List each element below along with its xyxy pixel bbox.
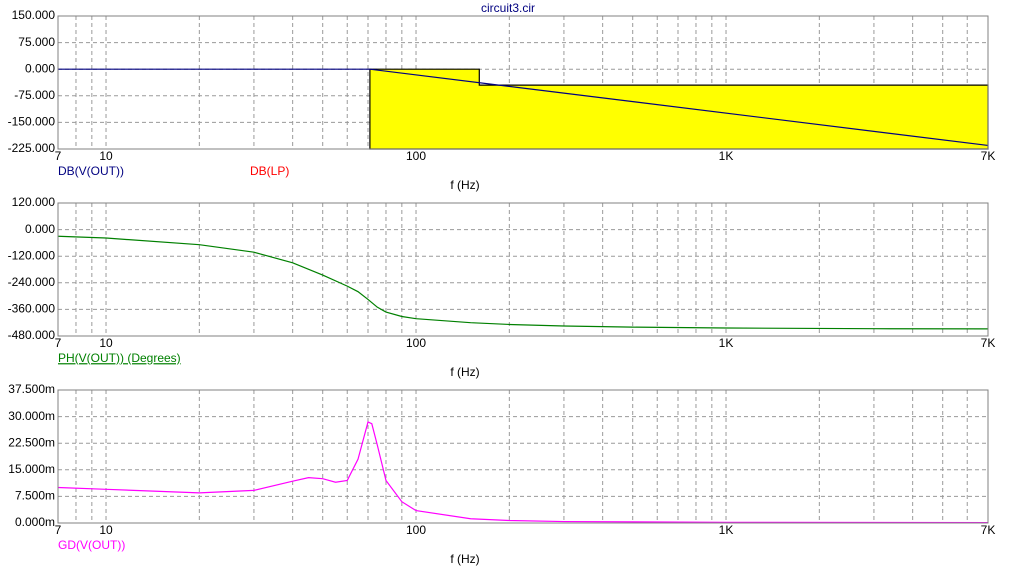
series-line [58,68,989,147]
chart-title: circuit3.cir [481,1,535,15]
x-axis-label: f (Hz) [450,365,479,379]
series-line [57,421,989,524]
x-tick-label: 7K [981,336,996,350]
y-tick-label: -240.000 [8,275,56,289]
x-tick-label: 10 [99,336,113,350]
x-tick-label: 1K [719,336,734,350]
y-tick-label: 0.000 [25,222,55,236]
y-tick-label: 120.000 [12,195,56,209]
y-tick-label: 37.500m [8,382,55,396]
y-tick-label: 22.500m [8,435,55,449]
x-axis-label: f (Hz) [450,178,479,192]
legend-entry: GD(V(OUT)) [58,538,125,552]
series-line [57,235,989,330]
y-tick-label: -120.000 [8,248,56,262]
x-tick-label: 7 [55,149,62,163]
x-tick-label: 10 [99,149,113,163]
y-tick-label: 7.500m [15,489,55,503]
y-tick-label: -360.000 [8,302,56,316]
plot-frame [57,15,989,150]
y-tick-label: 0.000 [25,61,55,75]
plot-frame [57,389,989,524]
x-tick-label: 7K [981,523,996,537]
y-tick-label: -225.000 [8,141,56,155]
x-tick-label: 1K [719,523,734,537]
x-tick-label: 1K [719,149,734,163]
y-tick-label: 30.000m [8,409,55,423]
x-tick-label: 100 [406,523,426,537]
y-tick-label: 150.000 [12,8,56,22]
plot-frame [57,202,989,337]
y-tick-label: 0.000m [15,515,55,529]
x-tick-label: 100 [406,149,426,163]
x-tick-label: 7K [981,149,996,163]
legend-entry: DB(V(OUT)) [58,164,124,178]
x-tick-label: 7 [55,523,62,537]
legend-entry: PH(V(OUT)) (Degrees) [58,351,181,365]
legend-entry: DB(LP) [250,164,289,178]
y-tick-label: -480.000 [8,328,56,342]
x-tick-label: 10 [99,523,113,537]
y-tick-label: -150.000 [8,115,56,129]
y-tick-label: -75.000 [14,88,55,102]
y-tick-label: 75.000 [18,35,55,49]
x-tick-label: 100 [406,336,426,350]
x-axis-label: f (Hz) [450,552,479,566]
y-tick-label: 15.000m [8,462,55,476]
x-tick-label: 7 [55,336,62,350]
